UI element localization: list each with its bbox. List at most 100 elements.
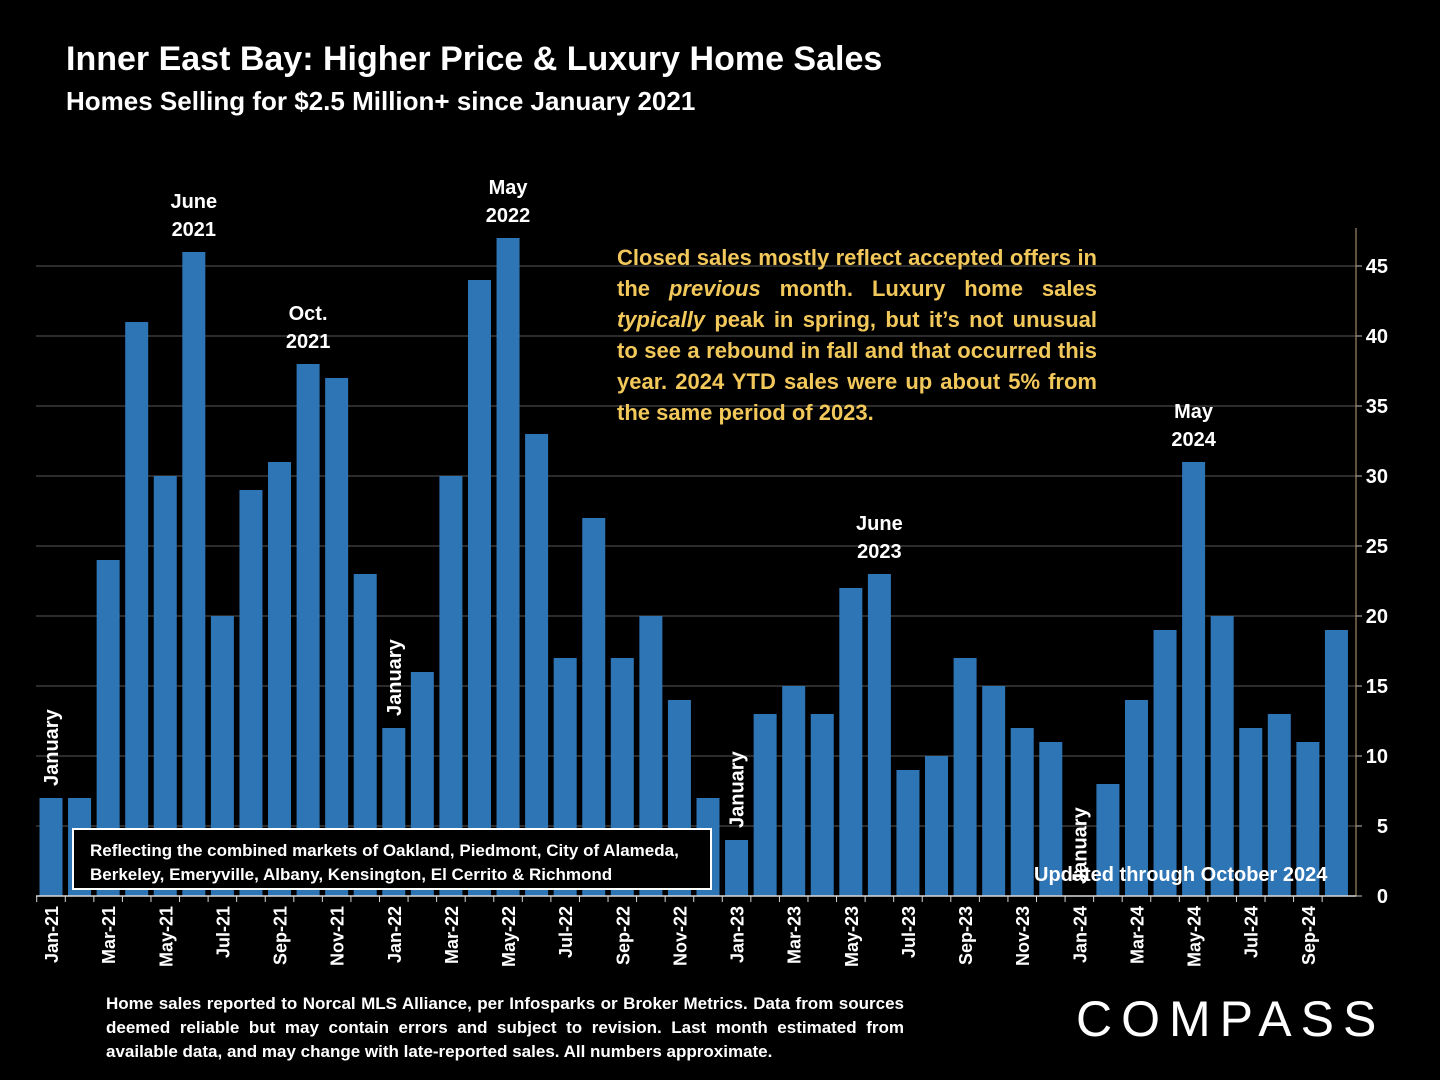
annotation-labels: June 2021 Oct. 2021 May 2022 June 2023 May 2024 Ja…	[41, 177, 1217, 884]
x-tick-label-Jan-21: Jan-21	[42, 906, 62, 963]
bar-Sep-24	[1296, 742, 1320, 896]
bar-Oct-21	[296, 364, 320, 896]
annotation-emphasis-typically: typically	[617, 307, 706, 332]
peak-label-line: 2021	[172, 219, 217, 241]
x-tick-label-Mar-21: Mar-21	[99, 906, 119, 964]
x-tick-label-Mar-22: Mar-22	[442, 906, 462, 964]
y-tick-label: 25	[1366, 536, 1388, 558]
x-tick-label-May-22: May-22	[499, 906, 519, 967]
peak-label-May-2022: May 2022	[486, 177, 531, 227]
bar-Jan-23	[725, 840, 749, 896]
x-tick-label-Jul-24: Jul-24	[1242, 906, 1262, 958]
updated-note: Updated through October 2024	[1034, 864, 1328, 886]
bar-Jul-24	[1239, 728, 1263, 896]
bar-Jul-23	[896, 770, 920, 896]
peak-label-May-2024: May 2024	[1171, 401, 1216, 451]
x-tick-label-Sep-23: Sep-23	[956, 906, 976, 965]
x-tick-label-Jan-23: Jan-23	[728, 906, 748, 963]
x-tick-label-Nov-23: Nov-23	[1013, 906, 1033, 966]
january-label: January	[384, 638, 406, 716]
bar-Mar-22	[439, 476, 463, 896]
bar-Nov-21	[325, 378, 349, 896]
annotation-text: Closed sales mostly reflect accepted off…	[617, 245, 1097, 425]
y-tick-label: 20	[1366, 606, 1388, 628]
x-tick-label-Mar-24: Mar-24	[1127, 906, 1147, 964]
bar-Jul-21	[210, 616, 234, 896]
y-tick-label: 0	[1377, 886, 1388, 908]
bar-May-23	[839, 588, 863, 896]
peak-label-line: 2022	[486, 205, 531, 227]
chart-title: Inner East Bay: Higher Price & Luxury Ho…	[66, 40, 883, 78]
bar-Apr-23	[810, 714, 834, 896]
annotation-emphasis-previous: previous	[668, 276, 761, 301]
january-label: January	[1069, 806, 1091, 884]
bar-Jun-22	[525, 434, 549, 896]
peak-label-line: June	[170, 191, 217, 213]
peak-label-June-2021: June 2021	[170, 191, 217, 241]
axes: 0 5 10 15 20 25 30 35 40 45 Jan-21 Mar-21 May-21 Jul-…	[36, 228, 1388, 967]
bar-Feb-23	[753, 714, 777, 896]
january-label: January	[727, 750, 749, 828]
bar-Apr-22	[467, 280, 491, 896]
x-tick-label-May-21: May-21	[156, 906, 176, 967]
bar-Aug-24	[1267, 714, 1291, 896]
x-tick-label-Jan-24: Jan-24	[1070, 906, 1090, 963]
x-tick-label-Jul-21: Jul-21	[213, 906, 233, 958]
peak-label-line: Oct.	[289, 303, 328, 325]
bar-Sep-23	[953, 658, 977, 896]
bar-Mar-24	[1124, 700, 1148, 896]
bar-Aug-21	[239, 490, 263, 896]
y-tick-label: 45	[1366, 256, 1388, 278]
x-tick-label-Sep-22: Sep-22	[613, 906, 633, 965]
markets-note-box: Reflecting the combined markets of Oakla…	[72, 828, 712, 890]
compass-logo: COMPASS	[1076, 991, 1386, 1047]
bar-Mar-21	[96, 560, 120, 896]
peak-label-Oct.-2021: Oct. 2021	[286, 303, 331, 353]
chart-subtitle: Homes Selling for $2.5 Million+ since Ja…	[66, 86, 696, 116]
x-tick-label-Sep-24: Sep-24	[1299, 906, 1319, 965]
bar-Dec-21	[353, 574, 377, 896]
y-tick-label: 40	[1366, 326, 1388, 348]
bar-Dec-23	[1039, 742, 1063, 896]
bar-Nov-23	[1010, 728, 1034, 896]
bar-Oct-24	[1324, 630, 1348, 896]
y-tick-label: 30	[1366, 466, 1388, 488]
x-tick-label-Jan-22: Jan-22	[385, 906, 405, 963]
bar-Aug-22	[582, 518, 606, 896]
source-footnote: Home sales reported to Norcal MLS Allian…	[106, 994, 904, 1061]
bar-Oct-23	[982, 686, 1006, 896]
x-tick-label-May-23: May-23	[842, 906, 862, 967]
peak-label-line: 2021	[286, 331, 331, 353]
peak-label-line: May	[489, 177, 529, 199]
january-label: January	[41, 708, 63, 786]
bar-Oct-22	[639, 616, 663, 896]
peak-label-line: 2024	[1171, 429, 1216, 451]
bar-Jan-21	[39, 798, 63, 896]
bar-May-24	[1182, 462, 1206, 896]
bar-Jun-21	[182, 252, 206, 896]
peak-label-line: 2023	[857, 541, 902, 563]
y-tick-label: 10	[1366, 746, 1388, 768]
x-tick-label-Mar-23: Mar-23	[785, 906, 805, 964]
y-tick-label: 15	[1366, 676, 1388, 698]
bar-Mar-23	[782, 686, 806, 896]
bar-Sep-21	[268, 462, 292, 896]
bar-Aug-23	[925, 756, 949, 896]
x-tick-label-Jul-22: Jul-22	[556, 906, 576, 958]
x-tick-label-Nov-21: Nov-21	[328, 906, 348, 966]
bar-Feb-24	[1096, 784, 1120, 896]
x-tick-label-May-24: May-24	[1185, 906, 1205, 967]
bar-Jun-24	[1210, 616, 1234, 896]
x-tick-label-Jul-23: Jul-23	[899, 906, 919, 958]
peak-label-line: June	[856, 513, 903, 535]
bar-Apr-21	[125, 322, 149, 896]
bar-Apr-24	[1153, 630, 1177, 896]
y-tick-label: 35	[1366, 396, 1388, 418]
bar-May-21	[153, 476, 177, 896]
peak-label-line: May	[1174, 401, 1214, 423]
x-tick-label-Sep-21: Sep-21	[271, 906, 291, 965]
peak-label-June-2023: June 2023	[856, 513, 903, 563]
x-tick-label-Nov-22: Nov-22	[670, 906, 690, 966]
bar-Jun-23	[867, 574, 891, 896]
